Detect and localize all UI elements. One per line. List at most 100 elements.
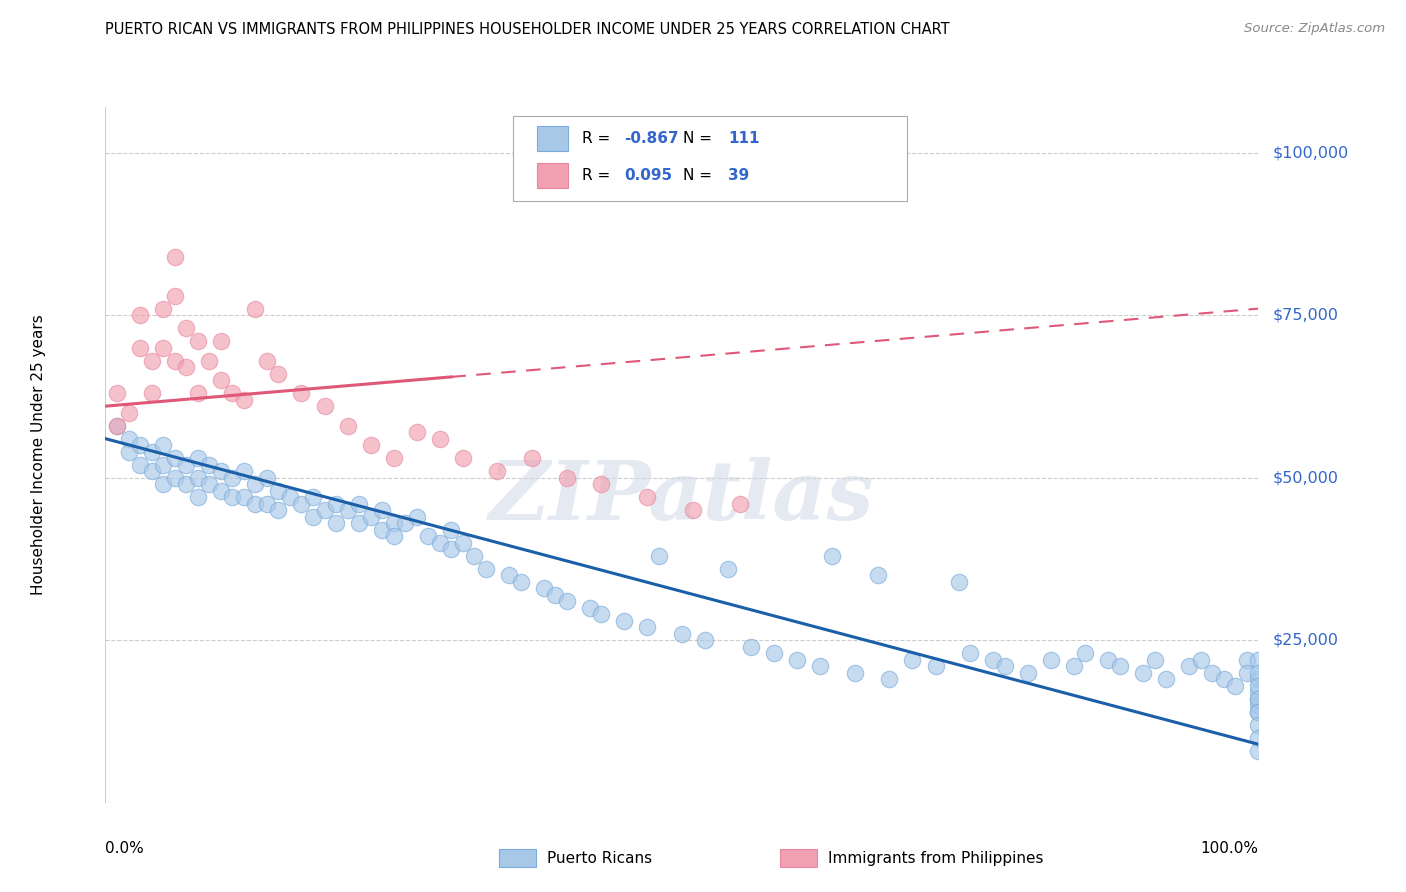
Point [174,321,197,335]
Point [232,490,254,504]
Point [209,334,232,348]
Point [278,490,301,504]
Point [821,549,844,563]
Point [879,672,901,686]
Point [451,451,474,466]
Point [302,490,325,504]
Point [141,464,163,478]
Point [740,640,762,654]
Text: R =: R = [582,169,616,183]
Text: ZIPatlas: ZIPatlas [489,457,875,537]
Point [924,659,946,673]
Point [290,497,312,511]
Point [302,509,325,524]
Point [141,353,163,368]
Point [418,529,440,543]
Point [256,471,278,485]
Text: -0.867: -0.867 [624,131,679,145]
Point [429,535,451,549]
Point [591,477,613,491]
Point [648,549,671,563]
Point [1063,659,1085,673]
Point [1247,653,1270,667]
Point [1247,705,1270,719]
Point [267,483,290,498]
Point [267,367,290,381]
Text: Source: ZipAtlas.com: Source: ZipAtlas.com [1244,22,1385,36]
Point [314,399,336,413]
Point [1189,653,1212,667]
Text: Householder Income Under 25 years: Householder Income Under 25 years [31,315,46,595]
Point [440,542,463,557]
Point [671,626,693,640]
Point [405,425,427,439]
Point [360,509,382,524]
Point [174,360,197,375]
Point [221,386,243,401]
Point [498,568,520,582]
Point [1236,665,1258,680]
Point [1247,698,1270,713]
Point [533,581,555,595]
Point [1212,672,1234,686]
Point [520,451,543,466]
Point [152,438,174,452]
Point [1236,653,1258,667]
Point [209,483,232,498]
Point [117,432,139,446]
Point [1247,744,1270,758]
Point [866,568,889,582]
Point [555,594,578,608]
Text: 100.0%: 100.0% [1201,841,1258,856]
Point [256,353,278,368]
Point [1132,665,1154,680]
Point [1247,685,1270,699]
Point [591,607,613,622]
Point [174,458,197,472]
Text: 111: 111 [728,131,759,145]
Point [187,451,209,466]
Point [245,301,267,316]
Point [187,490,209,504]
Point [1017,665,1039,680]
Point [232,392,254,407]
Point [808,659,831,673]
Point [440,523,463,537]
Text: PUERTO RICAN VS IMMIGRANTS FROM PHILIPPINES HOUSEHOLDER INCOME UNDER 25 YEARS CO: PUERTO RICAN VS IMMIGRANTS FROM PHILIPPI… [105,22,950,37]
Point [117,444,139,458]
Point [405,509,427,524]
Point [981,653,1004,667]
Point [613,614,636,628]
Point [152,477,174,491]
Point [187,334,209,348]
Point [152,301,174,316]
Point [198,458,221,472]
Point [105,418,128,433]
Point [1039,653,1062,667]
Point [1225,679,1247,693]
Point [129,341,152,355]
Point [901,653,924,667]
Point [174,477,197,491]
Point [959,646,981,660]
Point [1178,659,1201,673]
Point [1247,691,1270,706]
Point [371,503,394,517]
Point [382,451,405,466]
Point [336,418,359,433]
Point [209,464,232,478]
Point [394,516,416,531]
Point [163,353,186,368]
Point [221,490,243,504]
Point [245,477,267,491]
Point [1247,665,1270,680]
Point [141,444,163,458]
Point [221,471,243,485]
Point [129,308,152,322]
Point [1247,691,1270,706]
Point [1097,653,1119,667]
Point [325,516,347,531]
Point [371,523,394,537]
Point [198,477,221,491]
Point [163,288,186,302]
